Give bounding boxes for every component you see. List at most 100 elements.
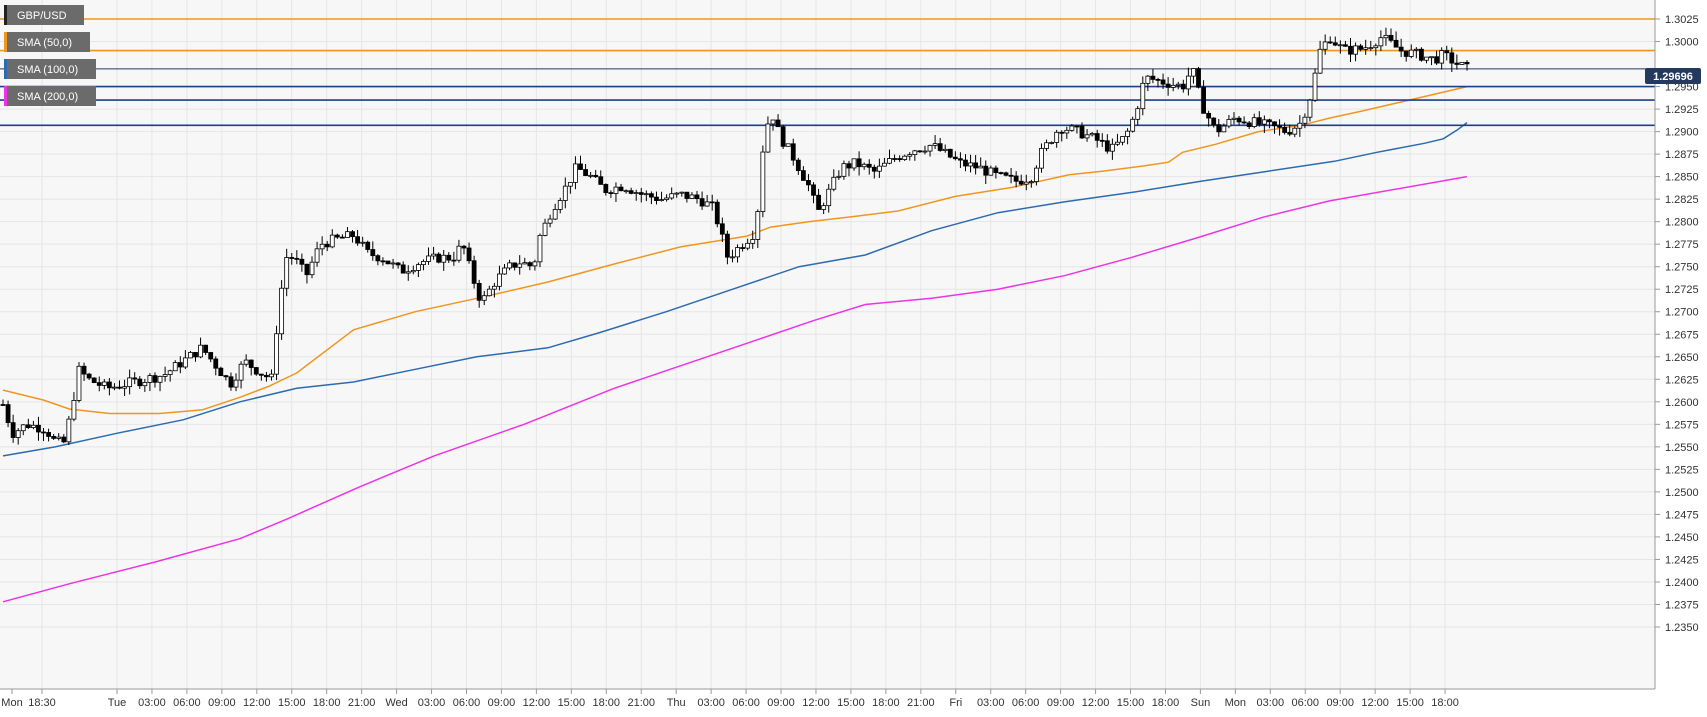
candle-up [456, 245, 462, 261]
candle-up [1120, 136, 1125, 143]
candle-up [426, 255, 431, 262]
candle-down [385, 260, 391, 265]
candle-down [10, 422, 16, 438]
candle-down [583, 169, 588, 176]
candle-down [578, 163, 583, 170]
candle-up [547, 218, 553, 224]
x-tick-label: 21:00 [907, 697, 935, 709]
candle-down [963, 159, 968, 167]
candle-down [132, 377, 138, 380]
legend-swatch [4, 59, 7, 79]
candle-down [25, 424, 31, 428]
candle-down [628, 190, 634, 194]
x-tick-label: 15:00 [278, 697, 306, 709]
candle-up [557, 200, 563, 210]
candle-down [253, 367, 259, 375]
candle-up [613, 186, 619, 194]
candle-up [172, 362, 178, 372]
candle-down [780, 126, 786, 147]
candle-down [866, 163, 872, 168]
candle-down [1241, 121, 1247, 124]
candle-up [517, 263, 523, 268]
sma-200-line [2, 175, 1468, 603]
candle-down [795, 159, 801, 171]
candle-down [1074, 125, 1080, 128]
x-tick-label: 09:00 [488, 697, 516, 709]
candle-up [1089, 133, 1095, 136]
candle-up [112, 386, 117, 389]
candle-down [740, 247, 745, 249]
y-tick-label: 1.2825 [1665, 194, 1699, 206]
candle-down [106, 381, 112, 389]
candle-up [831, 176, 837, 190]
candle-down [1150, 75, 1156, 80]
candle-down [1332, 42, 1338, 46]
candle-up [1424, 56, 1429, 61]
y-tick-label: 1.2725 [1665, 284, 1699, 296]
candle-up [162, 374, 168, 377]
candle-down [892, 158, 897, 160]
candle-up [785, 143, 791, 147]
candle-down [208, 352, 214, 360]
candle-up [1383, 34, 1389, 39]
x-tick-label: 18:00 [872, 697, 900, 709]
candle-down [952, 156, 958, 160]
x-tick-label: 09:00 [1047, 697, 1075, 709]
x-tick-label: 03:00 [418, 697, 446, 709]
legend-label: GBP/USD [17, 10, 67, 22]
candle-down [471, 260, 477, 284]
legend-item-gbpusd[interactable]: GBP/USD [4, 5, 84, 25]
candle-up [1307, 99, 1313, 118]
candle-up [405, 271, 411, 274]
y-tick-label: 1.2875 [1665, 149, 1699, 161]
x-tick-label: 06:00 [1291, 697, 1319, 709]
candle-up [127, 377, 133, 388]
legend-item-sma100[interactable]: SMA (100,0) [4, 59, 96, 79]
candle-down [775, 119, 781, 128]
candle-up [319, 243, 325, 250]
x-tick-label: Sun [1191, 697, 1211, 709]
candle-down [91, 377, 97, 384]
candle-down [790, 143, 796, 161]
candle-up [66, 418, 72, 443]
y-tick-label: 1.2550 [1665, 442, 1699, 454]
y-tick-label: 1.2650 [1665, 352, 1699, 364]
candle-down [41, 431, 46, 434]
candle-down [365, 241, 371, 250]
legend-box [4, 5, 84, 25]
candle-up [1429, 56, 1434, 59]
candle-up [689, 194, 695, 199]
candle-down [340, 236, 345, 239]
candle-up [142, 382, 148, 387]
candle-up [390, 262, 396, 265]
candle-down [1272, 121, 1277, 127]
candle-down [1419, 48, 1424, 61]
x-tick-label: 18:00 [1152, 697, 1180, 709]
candle-down [203, 344, 209, 353]
candle-down [451, 259, 457, 262]
x-tick-label: 18:00 [313, 697, 341, 709]
candle-up [1261, 119, 1267, 125]
candle-down [684, 191, 690, 199]
candle-down [983, 165, 989, 176]
legend-box [4, 86, 96, 106]
candle-down [86, 373, 92, 379]
candle-down [1160, 79, 1166, 85]
candle-down [1180, 83, 1186, 90]
x-tick-label: 15:00 [837, 697, 865, 709]
x-tick-label: 03:00 [977, 697, 1005, 709]
legend-item-sma50[interactable]: SMA (50,0) [4, 32, 90, 52]
legend-label: SMA (200,0) [17, 91, 78, 103]
legend: GBP/USD SMA (50,0) SMA (100,0) SMA (200,… [4, 5, 96, 106]
candle-down [223, 375, 229, 378]
candle-up [522, 262, 528, 265]
candle-down [937, 143, 943, 151]
candle-down [1018, 180, 1024, 185]
y-tick-label: 1.2525 [1665, 464, 1699, 476]
y-tick-label: 1.2925 [1665, 104, 1699, 116]
legend-item-sma200[interactable]: SMA (200,0) [4, 86, 96, 106]
x-tick-label: Mon [1225, 697, 1246, 709]
candle-up [861, 163, 867, 168]
